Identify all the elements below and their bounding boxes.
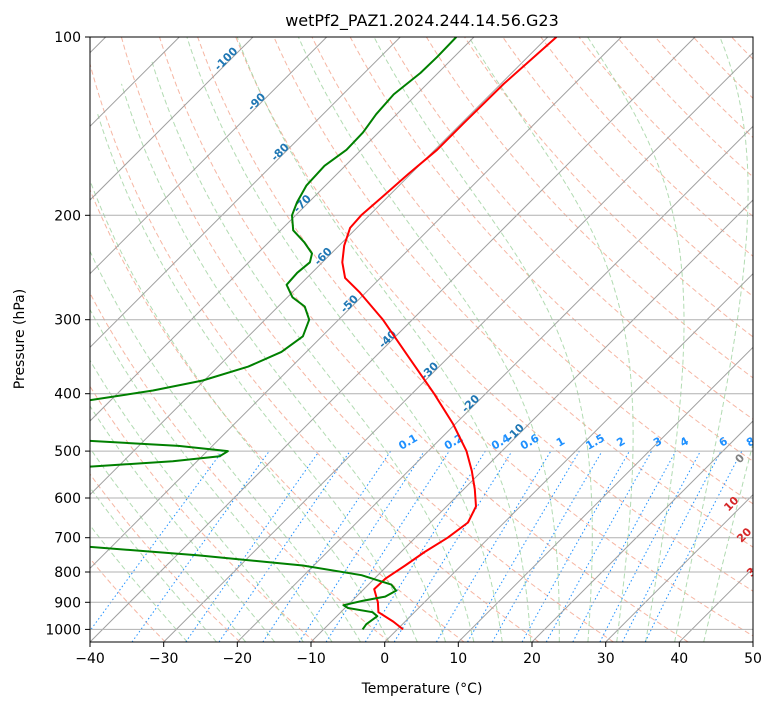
isotherm-gridline bbox=[163, 51, 753, 642]
moist-adiabat bbox=[186, 37, 503, 642]
dry-adiabat bbox=[90, 292, 390, 642]
mixing-ratio-line bbox=[467, 450, 580, 642]
isotherm-gridline bbox=[90, 37, 328, 275]
dry-adiabat bbox=[464, 37, 753, 338]
x-tick-label: 20 bbox=[523, 651, 541, 667]
dry-adiabat bbox=[425, 37, 753, 379]
mixing-ratio-line bbox=[491, 450, 603, 642]
x-tick-label: 30 bbox=[597, 651, 615, 667]
mixing-ratio-line bbox=[364, 450, 486, 642]
dry-adiabat bbox=[90, 188, 465, 642]
moist-adiabat bbox=[151, 61, 475, 642]
wetbulb-label: 20 bbox=[734, 525, 754, 545]
x-tick-label: −40 bbox=[75, 651, 105, 667]
isotherm-gridline bbox=[384, 272, 753, 642]
isotherm-gridline bbox=[457, 346, 753, 642]
dry-adiabat bbox=[540, 37, 753, 257]
wetbulb-label: 30 bbox=[744, 559, 764, 579]
mixing-ratio-line bbox=[435, 450, 552, 642]
x-tick-label: 0 bbox=[380, 651, 389, 667]
moist-adiabat bbox=[674, 37, 749, 642]
mixing-ratio-line bbox=[218, 450, 351, 642]
dry-adiabat bbox=[90, 62, 540, 642]
isotherm-gridline bbox=[90, 37, 696, 642]
background-lines bbox=[90, 37, 775, 642]
moist-adiabat bbox=[703, 441, 753, 642]
isotherm-gridline bbox=[531, 420, 753, 642]
chart-title: wetPf2_PAZ1.2024.244.14.56.G23 bbox=[285, 11, 559, 31]
x-tick-label: −30 bbox=[149, 651, 179, 667]
mixing-ratio-line bbox=[131, 450, 270, 642]
isotherm-gridline bbox=[90, 37, 622, 570]
isotherm-gridline bbox=[752, 641, 753, 642]
dry-adiabat bbox=[273, 37, 753, 548]
dry-adiabat bbox=[349, 37, 753, 462]
wetbulb-label: 40 bbox=[758, 590, 775, 610]
y-tick-label: 900 bbox=[54, 595, 81, 611]
moist-adiabat bbox=[90, 447, 247, 642]
mixing-ratio-line bbox=[90, 450, 223, 632]
isotherm-gridline bbox=[605, 493, 753, 642]
moist-adiabat bbox=[587, 37, 685, 642]
isotherm-gridline bbox=[90, 37, 254, 201]
y-tick-label: 700 bbox=[54, 531, 81, 547]
temperature-profile bbox=[341, 37, 558, 631]
isotherm-gridline bbox=[90, 37, 549, 496]
dewpoint-profile bbox=[90, 37, 458, 630]
mixing-ratio-line bbox=[185, 450, 320, 642]
y-tick-label: 800 bbox=[54, 565, 81, 581]
y-tick-label: 400 bbox=[54, 387, 81, 403]
isotherm-gridline bbox=[310, 199, 753, 642]
dry-adiabat bbox=[90, 473, 241, 642]
mixing-ratio-label: 8 bbox=[744, 435, 757, 450]
dry-adiabat bbox=[770, 37, 775, 642]
y-tick-label: 300 bbox=[54, 313, 81, 329]
dry-adiabat bbox=[120, 37, 614, 642]
moist-adiabat bbox=[121, 83, 447, 642]
mixing-ratio-line bbox=[393, 450, 513, 642]
mixing-ratio-label: 10 bbox=[763, 432, 775, 451]
x-tick-label: −10 bbox=[296, 651, 326, 667]
moist-adiabat bbox=[90, 250, 362, 642]
isotherm-gridline bbox=[90, 37, 401, 349]
mixing-ratio-line bbox=[572, 450, 677, 642]
x-tick-label: 10 bbox=[449, 651, 467, 667]
y-axis-label: Pressure (hPa) bbox=[12, 289, 28, 389]
x-axis: −40 −30 −20 −10 0 10 20 30 40 50 bbox=[75, 642, 762, 667]
plot-frame bbox=[89, 36, 754, 643]
x-tick-label: 40 bbox=[670, 651, 688, 667]
y-tick-label: 1000 bbox=[45, 622, 81, 638]
y-tick-label: 600 bbox=[54, 491, 81, 507]
dry-adiabat bbox=[159, 37, 689, 642]
x-tick-label: −20 bbox=[223, 651, 253, 667]
y-tick-label: 500 bbox=[54, 444, 81, 460]
y-tick-label: 100 bbox=[54, 30, 81, 46]
x-tick-label: 50 bbox=[744, 651, 762, 667]
isotherm-gridline bbox=[90, 37, 475, 422]
dry-adiabat bbox=[311, 37, 753, 505]
profile-lines bbox=[90, 37, 558, 631]
dry-adiabat bbox=[90, 385, 316, 642]
y-axis: 100 200 300 400 500 600 700 800 900 1000 bbox=[45, 30, 90, 638]
y-tick-label: 200 bbox=[54, 208, 81, 224]
moist-adiabat bbox=[97, 114, 418, 642]
moist-adiabat bbox=[90, 179, 390, 642]
moist-adiabat bbox=[373, 37, 593, 642]
mixing-ratio-line bbox=[325, 450, 450, 642]
isotherm-gridline bbox=[236, 125, 753, 642]
mixing-ratio-line bbox=[521, 450, 630, 642]
plot-background bbox=[90, 37, 753, 642]
dry-adiabat bbox=[235, 37, 753, 592]
x-axis-label: Temperature (°C) bbox=[361, 681, 483, 697]
